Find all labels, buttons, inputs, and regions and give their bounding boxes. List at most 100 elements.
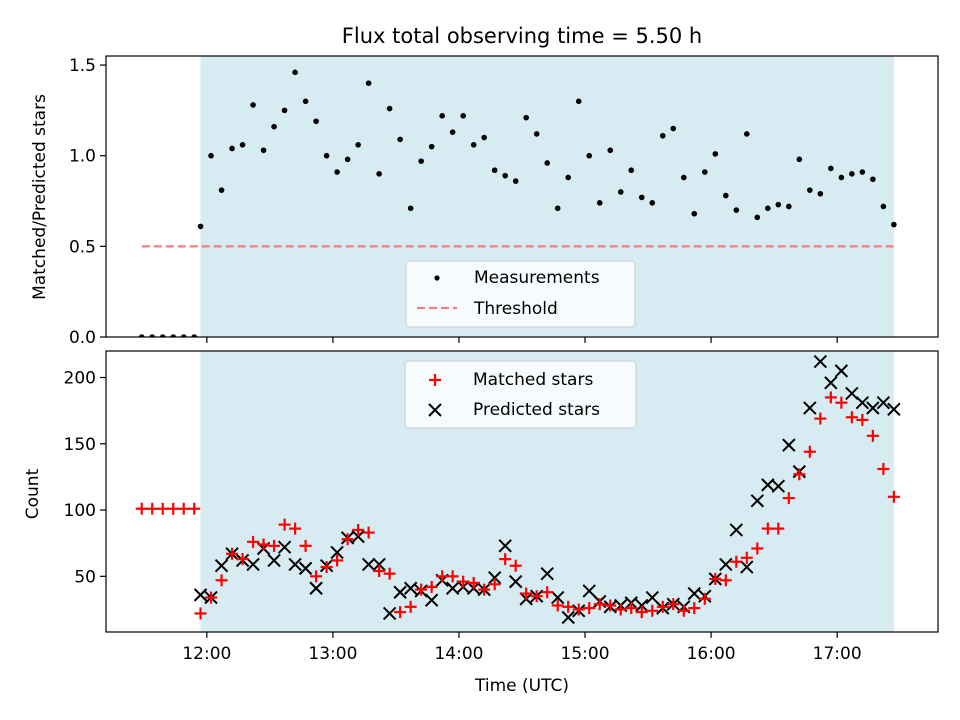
measurement-point [870, 176, 876, 183]
measurement-point [575, 98, 582, 105]
bottom-xtick-label: 17:00 [813, 644, 862, 664]
top-ytick-label: 0.0 [69, 328, 96, 348]
measurement-point [838, 174, 845, 181]
measurement-point [554, 205, 561, 212]
matched-point [541, 586, 554, 599]
matched-point [394, 606, 407, 619]
measurement-point [691, 210, 698, 217]
measurement-point [449, 129, 456, 135]
predicted-point [309, 581, 323, 595]
measurement-point [208, 152, 214, 159]
bottom-xtick-label: 16:00 [687, 644, 736, 664]
bottom-ytick-label: 50 [74, 567, 96, 587]
matched-point [646, 604, 659, 617]
predicted-point [424, 593, 439, 607]
matched-point [383, 567, 396, 580]
matched-point [593, 598, 606, 611]
measurement-point [229, 145, 235, 152]
predicted-point [298, 561, 313, 576]
bottom-plot-frame [105, 350, 939, 633]
measurement-point [523, 114, 530, 121]
legend-threshold-label: Threshold [473, 299, 558, 319]
measurement-point [313, 118, 319, 125]
measurement-point [828, 165, 834, 172]
predicted-point [267, 553, 281, 568]
measurement-point [701, 169, 708, 175]
matched-point [268, 539, 281, 552]
matched-point [415, 583, 428, 596]
matched-point [782, 492, 795, 505]
bottom-xlabel: Time (UTC) [474, 676, 569, 696]
legend-predicted-marker [428, 403, 442, 417]
measurement-point [239, 142, 246, 148]
matched-point [572, 603, 585, 616]
predicted-point [687, 586, 701, 601]
measurement-point [544, 160, 551, 166]
measurement-point [149, 334, 156, 337]
measurement-point [292, 69, 298, 76]
bottom-ytick-label: 100 [64, 501, 96, 521]
matched-point [135, 502, 148, 515]
legend-matched-label: Matched stars [473, 370, 593, 390]
predicted-point [876, 395, 891, 410]
matched-point [289, 522, 302, 535]
matched-point [688, 602, 701, 615]
matched-point [215, 574, 228, 587]
measurement-point [355, 142, 361, 148]
measurement-point [533, 131, 540, 137]
matched-point [667, 598, 680, 611]
measurement-point [607, 147, 614, 154]
matched-point [299, 539, 312, 552]
measurement-point [617, 189, 624, 195]
predicted-point [771, 479, 786, 493]
measurement-point [334, 169, 340, 175]
measurement-point [386, 105, 393, 112]
matched-point [425, 580, 438, 593]
bottom-xtick-label: 12:00 [182, 644, 231, 664]
measurement-point [859, 169, 866, 175]
matched-point [167, 502, 180, 515]
matched-point [719, 574, 732, 587]
measurement-point [586, 152, 593, 159]
predicted-point [372, 557, 386, 572]
matched-point [698, 592, 711, 605]
legend-predicted-label: Predicted stars [473, 400, 600, 420]
predicted-point [834, 364, 849, 378]
measurement-point [197, 223, 204, 230]
predicted-point [561, 610, 575, 625]
matched-point [373, 565, 386, 578]
matched-point [709, 572, 722, 585]
matched-point [488, 578, 501, 591]
measurement-point [138, 334, 145, 337]
predicted-point [498, 539, 512, 553]
measurement-point [460, 113, 466, 119]
measurement-point [712, 151, 719, 157]
matched-point [835, 396, 848, 409]
predicted-point [719, 557, 733, 572]
top-panel: Flux total observing time = 5.50 h 0.0 0.… [30, 24, 939, 348]
bottom-legend: Matched stars Predicted stars [404, 360, 637, 429]
predicted-point [866, 401, 880, 415]
matched-point [845, 411, 858, 424]
matched-point [247, 535, 260, 548]
measurement-point [281, 107, 288, 114]
predicted-point [635, 598, 649, 613]
matched-point [146, 502, 159, 515]
matched-point [236, 553, 249, 566]
matched-point [772, 522, 785, 535]
measurement-point [180, 334, 187, 337]
matched-point [604, 599, 617, 612]
measurement-point [407, 205, 414, 212]
matched-point [814, 412, 827, 425]
measurement-point [344, 156, 351, 163]
matched-point [457, 575, 470, 588]
matched-point [656, 600, 669, 613]
measurement-point [470, 142, 477, 148]
matched-point [499, 553, 512, 566]
measurement-point [250, 102, 256, 108]
matched-point [509, 559, 522, 572]
measurement-point [481, 134, 487, 141]
measurement-point [891, 221, 897, 228]
matched-point [341, 533, 354, 546]
